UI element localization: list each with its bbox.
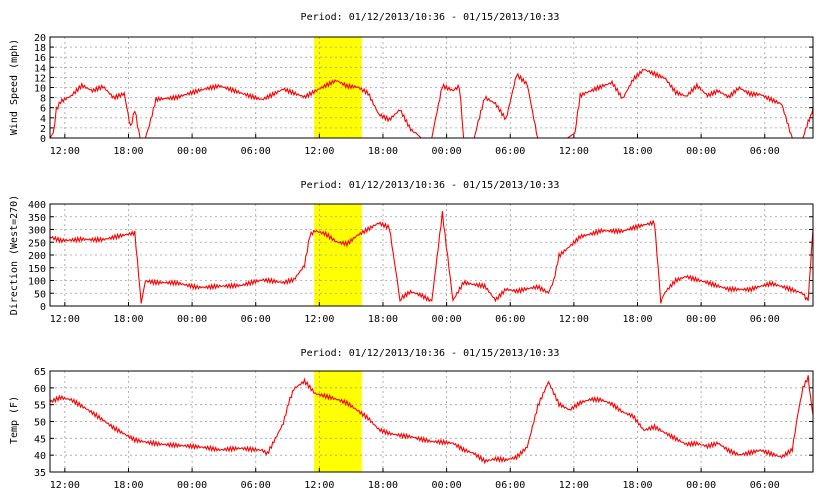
x-tick-label: 00:00 [686,146,716,157]
y-tick-label: 55 [34,401,46,412]
y-tick-label: 150 [28,264,46,275]
x-tick-label: 12:00 [559,480,589,491]
temperature-panel: Period: 01/12/2013/10:36 - 01/15/2013/10… [9,348,814,491]
x-tick-label: 06:00 [750,480,780,491]
x-tick-label: 18:00 [622,146,652,157]
direction-ylabel: Direction (West=270) [9,195,20,315]
x-tick-label: 12:00 [559,146,589,157]
x-tick-label: 18:00 [113,146,143,157]
y-tick-label: 8 [40,94,46,105]
x-tick-label: 18:00 [368,314,398,325]
y-tick-label: 65 [34,367,46,378]
series-line [49,211,814,304]
y-tick-label: 35 [34,468,46,479]
direction-title: Period: 01/12/2013/10:36 - 01/15/2013/10… [301,180,560,191]
temperature-ylabel: Temp (F) [9,396,20,444]
x-tick-label: 12:00 [50,146,80,157]
y-tick-label: 400 [28,200,46,211]
x-tick-label: 00:00 [686,314,716,325]
x-tick-label: 06:00 [495,146,525,157]
temperature-title: Period: 01/12/2013/10:36 - 01/15/2013/10… [301,348,560,359]
wind-speed-panel: Period: 01/12/2013/10:36 - 01/15/2013/10… [9,12,814,157]
x-tick-label: 00:00 [686,480,716,491]
x-tick-label: 06:00 [495,480,525,491]
x-tick-label: 12:00 [304,146,334,157]
y-tick-label: 18 [34,43,46,54]
highlight-band [314,371,362,472]
x-tick-label: 12:00 [559,314,589,325]
plot-frame [49,203,814,307]
plot-frame [49,370,814,473]
x-tick-label: 12:00 [304,314,334,325]
y-tick-label: 6 [40,104,46,115]
x-tick-label: 00:00 [432,146,462,157]
x-tick-label: 06:00 [241,146,271,157]
y-tick-label: 50 [34,418,46,429]
wind-speed-ylabel: Wind Speed (mph) [9,39,20,135]
wind-speed-title: Period: 01/12/2013/10:36 - 01/15/2013/10… [301,12,560,23]
x-tick-label: 18:00 [368,146,398,157]
x-tick-label: 06:00 [750,314,780,325]
x-tick-label: 18:00 [622,314,652,325]
series-line [49,375,814,465]
y-tick-label: 10 [34,84,46,95]
y-tick-label: 300 [28,226,46,237]
x-tick-label: 06:00 [750,146,780,157]
y-tick-label: 2 [40,124,46,135]
x-tick-label: 18:00 [113,480,143,491]
y-tick-label: 20 [34,33,46,44]
y-tick-label: 100 [28,277,46,288]
x-tick-label: 00:00 [432,314,462,325]
x-tick-label: 06:00 [495,314,525,325]
y-tick-label: 45 [34,434,46,445]
highlight-band [314,204,362,306]
x-tick-label: 18:00 [113,314,143,325]
x-tick-label: 06:00 [241,314,271,325]
y-tick-label: 16 [34,53,46,64]
x-tick-label: 00:00 [177,146,207,157]
x-tick-label: 00:00 [177,314,207,325]
x-tick-label: 06:00 [241,480,271,491]
y-tick-label: 200 [28,251,46,262]
direction-panel: Period: 01/12/2013/10:36 - 01/15/2013/10… [9,180,814,325]
x-tick-label: 00:00 [432,480,462,491]
y-tick-label: 14 [34,63,46,74]
y-tick-label: 12 [34,73,46,84]
y-tick-label: 350 [28,213,46,224]
y-tick-label: 4 [40,114,46,125]
y-tick-label: 250 [28,238,46,249]
y-tick-label: 0 [40,134,46,145]
y-tick-label: 40 [34,451,46,462]
series-line [49,68,814,139]
x-tick-label: 12:00 [50,480,80,491]
y-tick-label: 0 [40,302,46,313]
x-tick-label: 18:00 [622,480,652,491]
plot-frame [49,36,814,139]
x-tick-label: 12:00 [50,314,80,325]
x-tick-label: 18:00 [368,480,398,491]
y-tick-label: 60 [34,384,46,395]
y-tick-label: 50 [34,289,46,300]
x-tick-label: 12:00 [304,480,334,491]
x-tick-label: 00:00 [177,480,207,491]
